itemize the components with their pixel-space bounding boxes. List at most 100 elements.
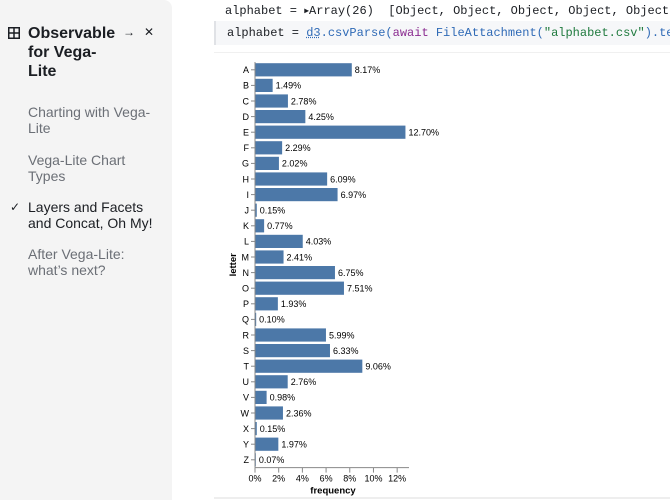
sidebar-item-label: Vega-Lite Chart Types xyxy=(28,152,126,184)
y-tick-label-u: U xyxy=(243,377,250,387)
bar-g xyxy=(255,156,279,170)
data-label-g: 2.02% xyxy=(282,159,308,169)
y-tick-label-q: Q xyxy=(242,315,249,325)
bar-k xyxy=(255,219,265,233)
collection-title-line: for Vega- xyxy=(28,44,97,61)
x-axis-title: frequency xyxy=(310,486,356,497)
data-label-u: 2.76% xyxy=(291,377,317,387)
data-label-q: 0.10% xyxy=(259,315,285,325)
y-tick-label-p: P xyxy=(243,299,249,309)
cell-output[interactable]: alphabet = ▶Array(26) [Object, Object, O… xyxy=(225,3,670,20)
x-tick-label: 2% xyxy=(272,474,285,484)
x-tick-label: 0% xyxy=(248,474,261,484)
data-label-h: 6.09% xyxy=(330,174,356,184)
cell-editor[interactable]: alphabet = d3.csvParse(await FileAttachm… xyxy=(214,21,670,45)
bar-a xyxy=(255,63,352,77)
sidebar: Observable for Vega- Lite → ✕ Charting w… xyxy=(0,0,172,500)
bar-u xyxy=(255,375,288,389)
y-tick-label-m: M xyxy=(242,252,250,262)
output-variable-name: alphabet xyxy=(225,4,283,18)
y-tick-label-h: H xyxy=(243,174,250,184)
data-label-a: 8.17% xyxy=(355,65,381,75)
data-label-k: 0.77% xyxy=(267,221,293,231)
bar-n xyxy=(255,266,335,280)
code-call: FileAttachment( xyxy=(428,26,544,40)
y-tick-label-v: V xyxy=(243,393,249,403)
output-array-preview: [Object, Object, Object, Object, Object,… xyxy=(388,4,670,18)
y-tick-label-a: A xyxy=(243,65,249,75)
bar-p xyxy=(255,297,278,311)
bar-w xyxy=(255,406,283,420)
bar-s xyxy=(255,344,330,358)
bar-e xyxy=(255,125,406,139)
code-tail: ).text()) xyxy=(644,26,670,40)
close-sidebar-icon[interactable]: ✕ xyxy=(143,25,155,39)
notebook-main: alphabet = ▶Array(26) [Object, Object, O… xyxy=(172,0,670,500)
y-tick-label-l: L xyxy=(244,237,249,247)
y-tick-label-w: W xyxy=(241,408,250,418)
code-d3-link[interactable]: d3 xyxy=(306,26,321,40)
bar-r xyxy=(255,328,326,342)
code-keyword: await xyxy=(392,26,429,40)
data-label-v: 0.98% xyxy=(270,393,296,403)
code-equals: = xyxy=(284,26,307,40)
bar-i xyxy=(255,188,338,202)
sidebar-item-charting-with-vega-lite[interactable]: Charting with Vega- Lite xyxy=(0,104,172,136)
bar-chart: 8.17% A 1.49% B 2.78% C 4.25% D 12.70% E 2.29% F 2.0… xyxy=(228,62,439,497)
data-label-o: 7.51% xyxy=(347,284,373,294)
collection-title[interactable]: Observable for Vega- Lite xyxy=(28,24,128,81)
chart-container: 8.17% A 1.49% B 2.78% C 4.25% D 12.70% E 2.29% F 2.0… xyxy=(214,52,670,500)
y-tick-label-k: K xyxy=(243,221,249,231)
bar-q xyxy=(255,312,257,326)
expand-caret-icon[interactable]: ▶ xyxy=(304,7,310,16)
bar-h xyxy=(255,172,328,186)
data-label-y: 1.97% xyxy=(281,440,307,450)
code-string: "alphabet.csv" xyxy=(543,26,645,40)
sidebar-item-after-vega-lite[interactable]: After Vega-Lite: what’s next? xyxy=(0,246,172,278)
output-array-type[interactable]: Array(26) xyxy=(309,4,374,18)
bar-c xyxy=(255,94,288,108)
y-tick-label-g: G xyxy=(242,159,249,169)
y-tick-label-n: N xyxy=(243,268,250,278)
output-equals: = xyxy=(282,4,305,18)
data-label-j: 0.15% xyxy=(260,206,286,216)
y-tick-label-f: F xyxy=(244,143,250,153)
bar-m xyxy=(255,250,284,264)
notebook-grid-icon[interactable] xyxy=(8,27,20,39)
data-label-c: 2.78% xyxy=(291,96,317,106)
data-label-r: 5.99% xyxy=(329,330,355,340)
y-tick-label-t: T xyxy=(244,362,250,372)
sidebar-nav: Charting with Vega- Lite Vega-Lite Chart… xyxy=(0,104,172,278)
bar-y xyxy=(255,437,279,451)
collection-title-line: Observable xyxy=(28,25,116,42)
pin-sidebar-icon[interactable]: → xyxy=(123,25,135,39)
bar-v xyxy=(255,390,267,404)
bar-x xyxy=(255,422,257,436)
code-variable: alphabet xyxy=(227,26,285,40)
data-label-p: 1.93% xyxy=(281,299,307,309)
data-label-b: 1.49% xyxy=(276,81,302,91)
y-tick-label-e: E xyxy=(243,128,249,138)
bar-b xyxy=(255,78,273,92)
data-label-l: 4.03% xyxy=(306,237,332,247)
bar-o xyxy=(255,281,344,295)
code-line[interactable]: alphabet = d3.csvParse(await FileAttachm… xyxy=(227,25,670,41)
data-label-i: 6.97% xyxy=(341,190,367,200)
sidebar-item-label: Layers and Facets xyxy=(28,199,144,215)
sidebar-item-vega-lite-chart-types[interactable]: Vega-Lite Chart Types xyxy=(0,152,172,184)
sidebar-item-layers-and-facets[interactable]: ✓ Layers and Facets and Concat, Oh My! xyxy=(0,199,172,231)
x-tick-label: 8% xyxy=(343,474,356,484)
code-function: .csvParse( xyxy=(320,26,393,40)
checkmark-icon: ✓ xyxy=(10,200,21,214)
sidebar-item-label: what’s next? xyxy=(28,262,106,278)
data-label-z: 0.07% xyxy=(259,455,285,465)
data-label-f: 2.29% xyxy=(285,143,311,153)
x-tick-label: 12% xyxy=(388,474,406,484)
data-label-m: 2.41% xyxy=(287,252,313,262)
data-label-e: 12.70% xyxy=(408,128,439,138)
bar-j xyxy=(255,203,257,217)
sidebar-item-label: Lite xyxy=(28,120,51,136)
sidebar-item-label: After Vega-Lite: xyxy=(28,246,125,262)
y-tick-label-o: O xyxy=(242,284,249,294)
